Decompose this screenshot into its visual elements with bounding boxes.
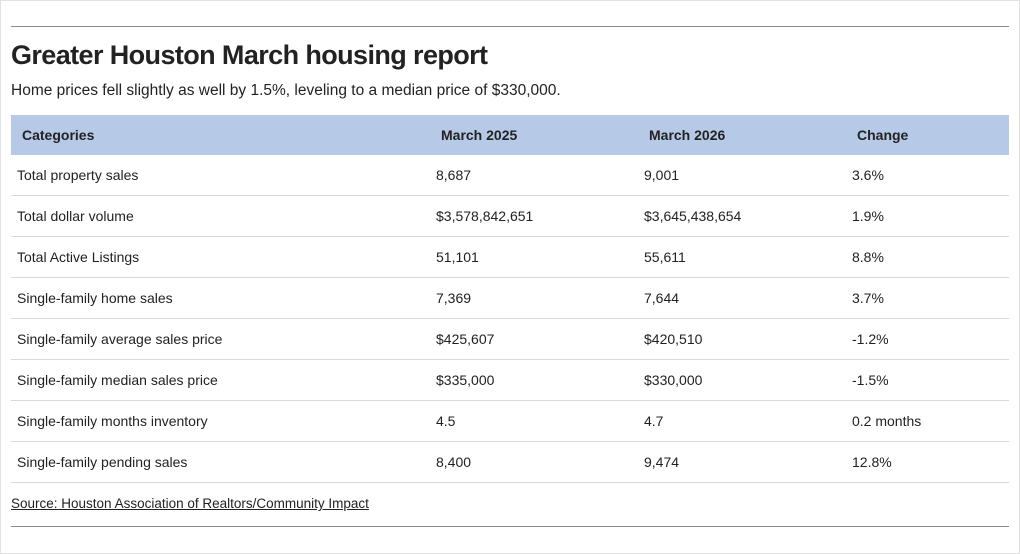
cell-march-2026: $3,645,438,654 [638,195,846,237]
table-row: Total dollar volume $3,578,842,651 $3,64… [11,195,1009,237]
cell-category: Total dollar volume [11,195,430,237]
cell-march-2025: 8,687 [430,155,638,196]
cell-march-2026: 7,644 [638,277,846,319]
cell-category: Single-family average sales price [11,318,430,360]
cell-march-2026: 55,611 [638,236,846,278]
table-header-row: Categories March 2025 March 2026 Change [11,115,1009,155]
table-row: Single-family months inventory 4.5 4.7 0… [11,400,1009,442]
top-divider [11,26,1009,27]
header-march-2025: March 2025 [430,115,638,155]
cell-march-2026: 4.7 [638,400,846,442]
header-categories: Categories [11,115,430,155]
cell-march-2025: 4.5 [430,400,638,442]
cell-category: Single-family median sales price [11,359,430,401]
cell-march-2025: $335,000 [430,359,638,401]
cell-march-2025: $425,607 [430,318,638,360]
housing-report-table: Categories March 2025 March 2026 Change … [11,115,1009,483]
cell-category: Total Active Listings [11,236,430,278]
report-subtitle: Home prices fell slightly as well by 1.5… [11,82,561,99]
cell-change: -1.5% [846,359,1009,401]
header-march-2026: March 2026 [638,115,846,155]
cell-category: Single-family pending sales [11,441,430,483]
table-row: Single-family home sales 7,369 7,644 3.7… [11,277,1009,319]
cell-march-2026: 9,001 [638,155,846,196]
cell-march-2025: 8,400 [430,441,638,483]
cell-category: Single-family months inventory [11,400,430,442]
bottom-divider [11,526,1009,527]
report-title: Greater Houston March housing report [11,40,488,70]
cell-change: 3.6% [846,155,1009,196]
cell-march-2026: $420,510 [638,318,846,360]
header-change: Change [846,115,1009,155]
cell-category: Total property sales [11,155,430,196]
table-row: Single-family median sales price $335,00… [11,359,1009,401]
cell-change: 8.8% [846,236,1009,278]
cell-change: 1.9% [846,195,1009,237]
cell-change: 12.8% [846,441,1009,483]
cell-change: 0.2 months [846,400,1009,442]
table-row: Total property sales 8,687 9,001 3.6% [11,155,1009,196]
cell-march-2026: 9,474 [638,441,846,483]
source-link[interactable]: Source: Houston Association of Realtors/… [11,496,369,511]
cell-march-2025: $3,578,842,651 [430,195,638,237]
table-row: Single-family pending sales 8,400 9,474 … [11,441,1009,483]
cell-march-2025: 51,101 [430,236,638,278]
table-row: Single-family average sales price $425,6… [11,318,1009,360]
cell-change: 3.7% [846,277,1009,319]
cell-march-2025: 7,369 [430,277,638,319]
cell-change: -1.2% [846,318,1009,360]
table-row: Total Active Listings 51,101 55,611 8.8% [11,236,1009,278]
cell-category: Single-family home sales [11,277,430,319]
cell-march-2026: $330,000 [638,359,846,401]
